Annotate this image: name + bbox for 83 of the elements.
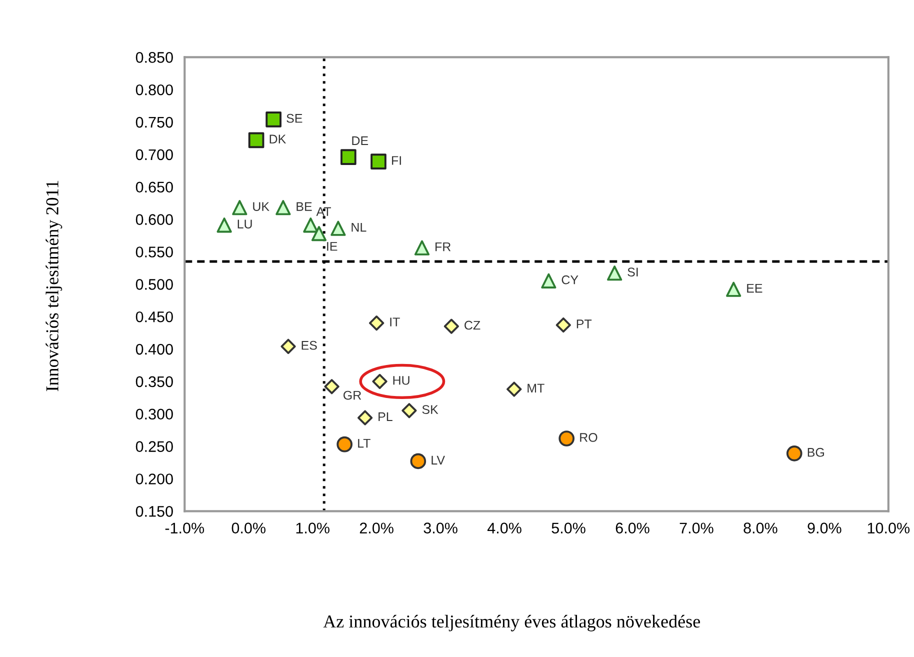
annotation: DK <box>270 134 286 144</box>
annotation: NL <box>352 223 366 232</box>
annotation: PT <box>576 320 592 328</box>
y-tick-label: 0.300 <box>136 408 173 420</box>
annotation: DE <box>352 136 368 145</box>
point <box>311 226 327 242</box>
annotation: SI <box>628 268 638 276</box>
y-tick-label: 0.400 <box>136 344 173 355</box>
y-tick-label: 0.800 <box>136 84 173 96</box>
point <box>232 200 248 216</box>
x-tick-label: 5.0% <box>552 522 586 534</box>
annotation: LT <box>358 438 370 448</box>
annotation: SK <box>422 405 438 414</box>
point <box>324 379 340 394</box>
annotation: PL <box>378 412 392 421</box>
y-tick-label: 0.550 <box>136 246 173 258</box>
x-tick-label: 6.0% <box>616 522 650 534</box>
annotation: AT <box>316 207 331 216</box>
x-tick-label: 1.0% <box>296 522 330 534</box>
point <box>410 453 426 470</box>
annotation: HU <box>393 376 410 385</box>
annotation: IE <box>327 242 338 251</box>
y-tick-label: 0.750 <box>136 116 173 128</box>
point <box>444 318 459 334</box>
annotation: FI <box>392 156 401 165</box>
point <box>558 430 575 446</box>
x-tick-label: 9.0% <box>808 522 842 534</box>
point <box>370 154 386 170</box>
point <box>506 382 522 397</box>
point <box>248 132 264 148</box>
y-tick-label: 0.600 <box>136 214 173 225</box>
annotation: LU <box>238 220 252 228</box>
annotation: ES <box>302 340 317 350</box>
y-tick-label: 0.650 <box>136 182 173 193</box>
y-tick-label: 0.700 <box>136 149 173 160</box>
point <box>266 112 282 128</box>
point <box>786 446 802 462</box>
annotation: FR <box>436 242 451 252</box>
point <box>330 220 346 236</box>
point <box>340 149 356 165</box>
point <box>556 317 571 333</box>
point <box>357 410 373 426</box>
y-axis-title: Innovációs teljesítmény 2011 <box>46 180 62 392</box>
y-tick-label: 0.150 <box>136 506 173 517</box>
annotation: GR <box>344 390 362 400</box>
annotation: CZ <box>464 320 480 330</box>
annotation: EE <box>747 284 762 293</box>
point <box>280 338 296 354</box>
y-tick-label: 0.450 <box>136 311 173 322</box>
x-tick-label: 2.0% <box>360 522 394 534</box>
point <box>372 374 388 389</box>
x-tick-label: 10.0% <box>868 522 910 534</box>
x-tick-label: 8.0% <box>744 522 778 534</box>
point <box>369 316 384 331</box>
point <box>414 240 430 256</box>
point <box>276 200 291 216</box>
point <box>607 266 622 281</box>
point <box>336 436 352 452</box>
y-tick-label: 0.350 <box>136 376 173 388</box>
y-tick-label: 0.850 <box>136 52 173 63</box>
x-tick-label: 7.0% <box>680 522 714 534</box>
annotation: BE <box>296 202 312 211</box>
x-tick-label: -1.0% <box>165 522 204 534</box>
point <box>303 218 318 233</box>
annotation: RO <box>580 433 598 442</box>
annotation: SE <box>286 114 302 123</box>
annotation: CY <box>562 275 578 284</box>
annotation: UK <box>253 202 270 211</box>
y-tick-label: 0.200 <box>136 474 173 484</box>
point <box>216 218 232 233</box>
x-tick-label: 4.0% <box>487 522 522 534</box>
x-tick-label: 0.0% <box>232 522 266 534</box>
y-tick-label: 0.250 <box>136 441 173 452</box>
x-axis-title: Az innovációs teljesítmény éves átlagos növekedése <box>323 614 700 632</box>
point <box>541 273 556 288</box>
annotation: IT <box>390 318 400 326</box>
x-tick-label: 3.0% <box>424 522 458 534</box>
y-tick-label: 0.500 <box>136 279 173 290</box>
point <box>726 282 742 297</box>
annotation: MT <box>528 384 544 392</box>
annotation: BG <box>808 448 824 457</box>
annotation: LV <box>432 456 445 464</box>
point <box>402 403 417 418</box>
